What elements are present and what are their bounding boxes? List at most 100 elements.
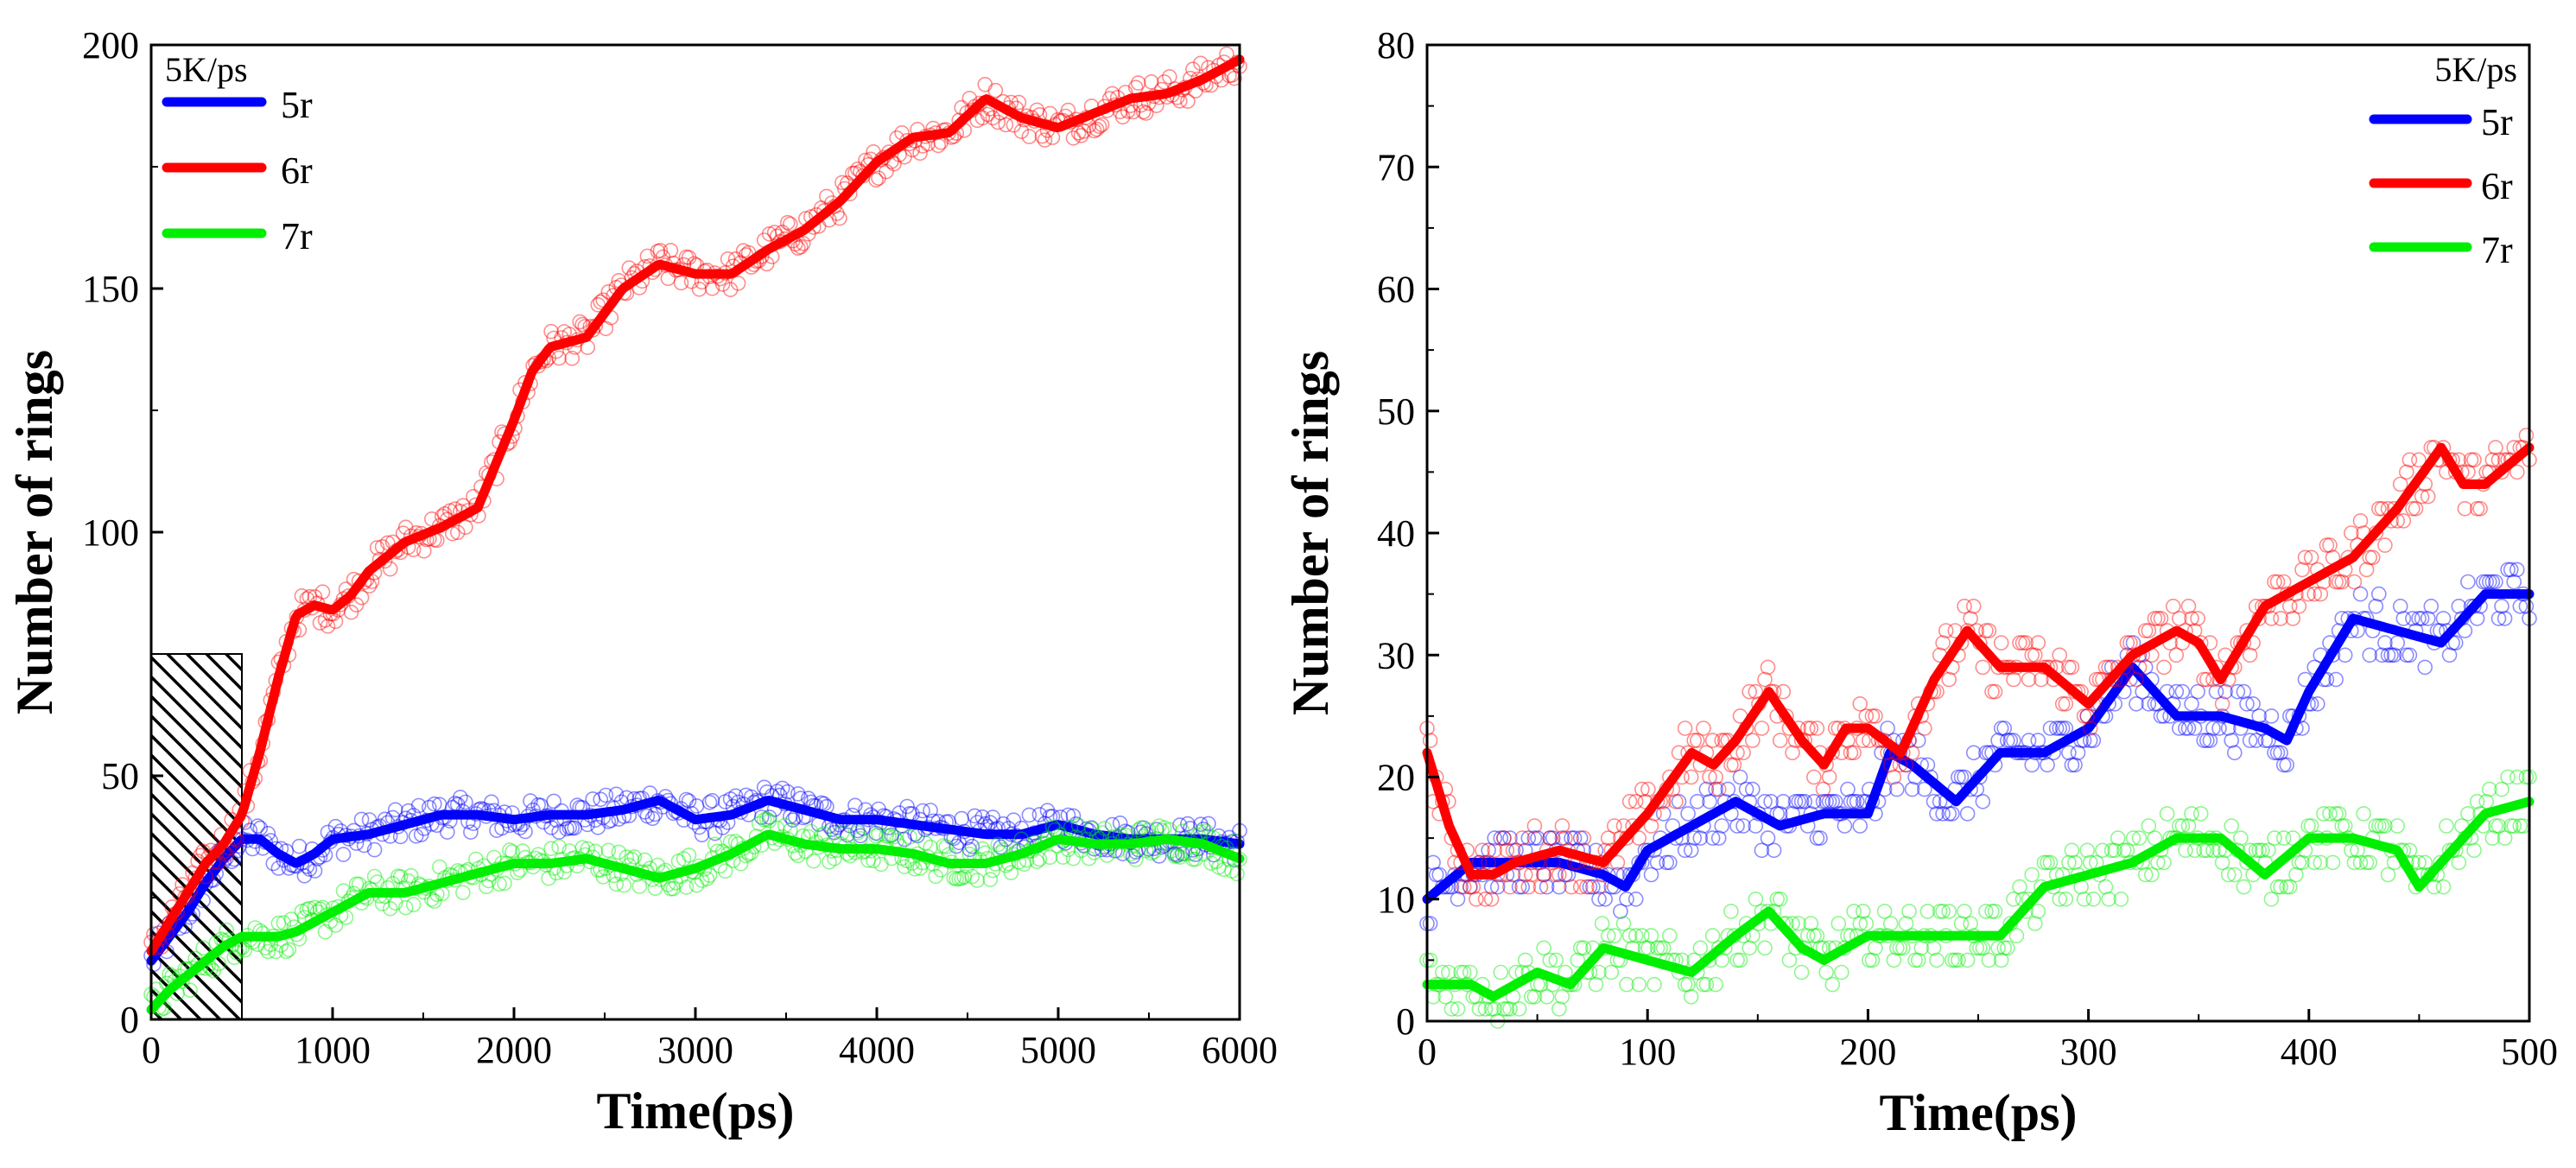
- series-7r-point: [1655, 940, 1672, 956]
- series-7r-point: [1806, 928, 1822, 943]
- series-7r-point: [278, 943, 295, 960]
- series-6r-point: [2119, 635, 2135, 651]
- series-7r-point: [1990, 940, 2006, 956]
- series-7r-point: [928, 868, 943, 885]
- series-7r-point: [268, 943, 284, 960]
- y-tick-label: 70: [1377, 146, 1415, 188]
- series-5r-point: [2058, 720, 2074, 736]
- series-7r-point: [1969, 940, 1984, 956]
- series-5r-point: [458, 794, 473, 810]
- series-6r-point: [969, 112, 986, 129]
- series-5r-point: [2337, 647, 2353, 663]
- series-7r-point: [1437, 989, 1454, 1005]
- series-7r-point: [936, 838, 951, 854]
- series-5r-point: [1496, 830, 1512, 846]
- series-5r-point: [413, 827, 429, 842]
- series-7r-point: [1953, 916, 1970, 931]
- series-7r-point: [392, 868, 409, 885]
- series-6r-point: [2034, 671, 2049, 688]
- series-5r-point: [639, 808, 656, 824]
- series-5r-point: [1692, 830, 1709, 846]
- series-5r-point: [1481, 842, 1496, 859]
- series-6r-point: [1037, 132, 1053, 148]
- series-7r-point: [2291, 854, 2307, 871]
- series-7r-point: [1708, 976, 1723, 993]
- series-6r-point: [2374, 500, 2390, 517]
- series-5r-point: [1508, 842, 1524, 859]
- series-7r-point: [2288, 866, 2304, 883]
- series-7r-point: [1083, 821, 1100, 837]
- series-6r-point: [2405, 500, 2421, 517]
- series-7r-point: [1886, 952, 1902, 968]
- series-5r-point: [753, 809, 770, 825]
- series-6r-point: [2052, 647, 2067, 663]
- series-5r-point: [1815, 793, 1831, 809]
- series-5r-point: [1926, 793, 1942, 809]
- series-7r-point: [868, 828, 884, 844]
- series-7r-point: [1576, 940, 1592, 956]
- series-6r-point: [2097, 659, 2114, 676]
- series-7r-point: [2512, 818, 2528, 834]
- series-6r-point: [1144, 74, 1159, 90]
- series-7r-point: [1152, 818, 1167, 834]
- series-5r-point: [2180, 720, 2197, 736]
- series-7r-point: [2156, 854, 2172, 871]
- series-6r-point: [2018, 635, 2034, 651]
- series-7r-point: [2227, 866, 2243, 883]
- series-7r-point: [335, 883, 352, 898]
- series-7r-point: [2466, 842, 2482, 859]
- legend-label-7r: 7r: [2481, 229, 2513, 271]
- series-7r-point: [707, 836, 723, 853]
- series-6r-point: [868, 172, 884, 188]
- series-7r-point: [2180, 818, 2197, 834]
- series-6r-point: [1843, 745, 1859, 761]
- series-7r-point: [1698, 976, 1715, 993]
- series-5r-point: [2279, 757, 2294, 773]
- series-5r-point: [790, 786, 806, 802]
- series-5r-point: [1698, 781, 1715, 797]
- series-6r-point: [2064, 659, 2080, 676]
- series-7r-point: [1742, 940, 1757, 956]
- series-7r-point: [1868, 940, 1883, 956]
- series-7r-point: [211, 955, 226, 972]
- series-5r-point: [2374, 647, 2390, 663]
- series-7r-point: [871, 826, 886, 842]
- series-7r-point: [803, 823, 819, 840]
- series-5r-point: [2478, 574, 2494, 590]
- series-6r-point: [1723, 757, 1739, 773]
- series-5r-point: [2368, 598, 2384, 614]
- series-7r-point: [270, 915, 287, 931]
- series-7r-point: [1852, 916, 1868, 931]
- series-6r-point: [2402, 452, 2418, 468]
- series-6r-point: [2180, 598, 2197, 614]
- series-6r-point: [2076, 708, 2092, 724]
- series-5r-point: [1827, 793, 1843, 809]
- series-6r-point: [834, 175, 850, 191]
- series-5r-point: [2512, 598, 2528, 614]
- series-6r-point: [1034, 128, 1050, 144]
- series-6r-point: [660, 270, 676, 287]
- series-7r-point: [1227, 833, 1242, 849]
- series-5r-point: [949, 838, 964, 854]
- series-7r-point: [2484, 830, 2501, 846]
- series-7r-point: [946, 870, 961, 886]
- series-6r-point: [2463, 452, 2479, 468]
- legend: 5K/ps 5r 6r 7r: [162, 50, 313, 257]
- y-axis-title: Number of rings: [6, 350, 63, 714]
- series-6r-point: [1554, 818, 1570, 834]
- series-7r-point: [733, 855, 749, 872]
- series-5r-point: [1793, 793, 1810, 809]
- series-5r-point: [2500, 562, 2516, 578]
- series-7r-point: [990, 836, 1006, 853]
- series-5r-point: [551, 824, 567, 840]
- series-7r-point: [2125, 830, 2141, 846]
- series-6r-point: [980, 106, 996, 123]
- series-6r-point: [1551, 866, 1567, 883]
- series-6r-point: [866, 144, 881, 160]
- series-7r-point: [1723, 904, 1739, 919]
- series-6r-point: [621, 260, 638, 276]
- series-7r-point: [1959, 952, 1976, 968]
- series-5r-point: [1172, 817, 1188, 833]
- x-tick-label: 0: [1418, 1031, 1437, 1073]
